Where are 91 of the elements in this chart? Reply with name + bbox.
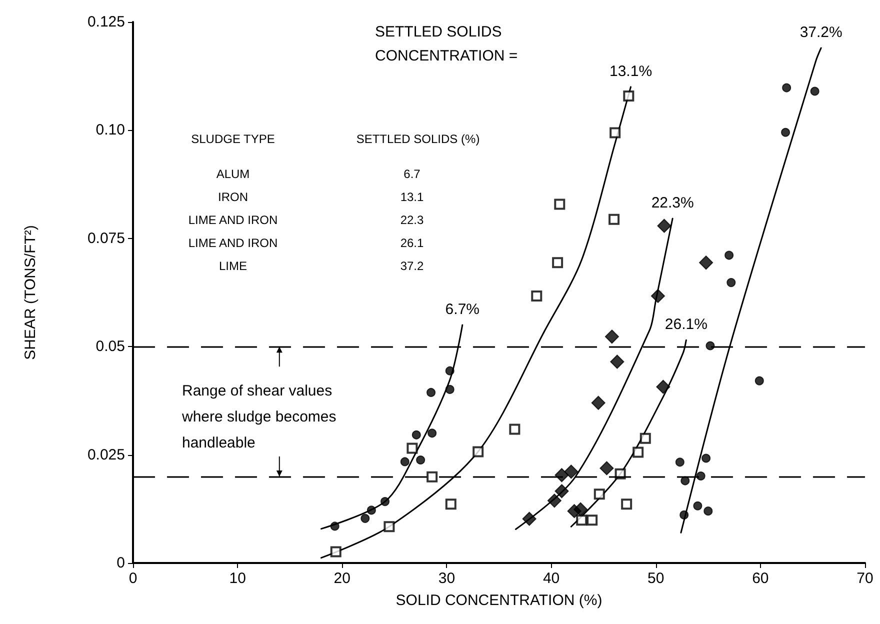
annotation: 13.1 (400, 190, 424, 204)
annotation: 37.2 (400, 259, 424, 273)
x-tick-label: 40 (542, 570, 560, 587)
point (696, 472, 706, 481)
annotation: Range of shear values where sludge becomes handleable (181, 382, 340, 452)
annotation: SETTLED SOLIDS (%) (356, 132, 480, 146)
annotation: ALUM (216, 167, 250, 181)
point (400, 457, 410, 466)
point (509, 424, 520, 435)
point (782, 83, 792, 92)
x-tick-label: 20 (334, 570, 350, 587)
point (574, 502, 588, 516)
y-tick-label: 0.075 (87, 230, 125, 247)
point (330, 546, 342, 558)
x-tick-label: 10 (229, 570, 246, 587)
point (610, 127, 621, 138)
series-label: 13.1% (609, 62, 652, 80)
point (554, 484, 569, 498)
point (547, 494, 562, 508)
point (724, 250, 734, 260)
annotation: 26.1 (400, 236, 424, 250)
y-tick-label: 0.125 (87, 14, 125, 30)
point (608, 214, 620, 225)
annotation: SLUDGE TYPE (191, 132, 275, 146)
point (591, 396, 606, 410)
series-label: 37.2% (800, 24, 842, 41)
point (445, 498, 456, 510)
point (704, 506, 713, 516)
series-label: 26.1% (664, 316, 708, 334)
point (656, 380, 670, 394)
series-label: 6.7% (445, 300, 480, 318)
point (632, 446, 644, 458)
point (781, 128, 790, 137)
point (754, 376, 764, 386)
point (600, 461, 614, 476)
annotation: LIME AND IRON (188, 236, 278, 250)
point (586, 514, 598, 526)
point (366, 506, 376, 515)
x-tick-label: 50 (648, 570, 664, 587)
y-axis-title: SHEAR (TONS/FT²) (22, 225, 39, 360)
x-tick-label: 70 (856, 570, 874, 587)
point (522, 512, 536, 526)
point (576, 514, 588, 526)
point (623, 90, 634, 102)
point (706, 341, 715, 350)
point (554, 198, 566, 210)
point (810, 86, 820, 96)
y-tick-label: 0 (116, 554, 125, 572)
x-axis-title: SOLID CONCENTRATION (%) (396, 592, 602, 609)
point (564, 464, 578, 479)
annotation: 6.7 (404, 167, 421, 181)
point (726, 278, 736, 288)
point (675, 458, 684, 467)
point (472, 446, 484, 458)
x-tick-label: 0 (128, 570, 138, 587)
annotation: IRON (218, 190, 248, 204)
point (445, 366, 454, 376)
point (412, 430, 421, 440)
point (384, 521, 395, 532)
x-tick-label: 30 (438, 570, 456, 587)
annotation: SETTLED SOLIDS CONCENTRATION = (375, 24, 518, 64)
point (552, 257, 564, 268)
point (330, 522, 340, 531)
point (428, 428, 437, 438)
point (416, 455, 426, 464)
point (445, 384, 454, 394)
point (604, 330, 619, 344)
series-label: 22.3% (651, 194, 694, 212)
point (680, 510, 689, 520)
point (610, 354, 624, 369)
point (657, 218, 672, 233)
x-tick-label: 60 (752, 570, 769, 587)
annotation: LIME AND IRON (188, 213, 278, 227)
point (650, 288, 665, 303)
point (531, 290, 542, 302)
point (699, 256, 714, 270)
point (702, 454, 711, 463)
annotation: 22.3 (400, 213, 424, 227)
point (693, 501, 702, 510)
y-tick-label: 0.10 (96, 122, 125, 139)
point (406, 442, 418, 454)
y-tick-label: 0.05 (96, 338, 125, 356)
point (380, 497, 390, 506)
point (640, 432, 651, 444)
annotation: LIME (218, 259, 248, 273)
point (360, 514, 370, 523)
point (426, 388, 436, 397)
point (621, 498, 632, 510)
point (594, 488, 605, 500)
point (426, 471, 438, 482)
y-tick-label: 0.025 (87, 446, 125, 464)
